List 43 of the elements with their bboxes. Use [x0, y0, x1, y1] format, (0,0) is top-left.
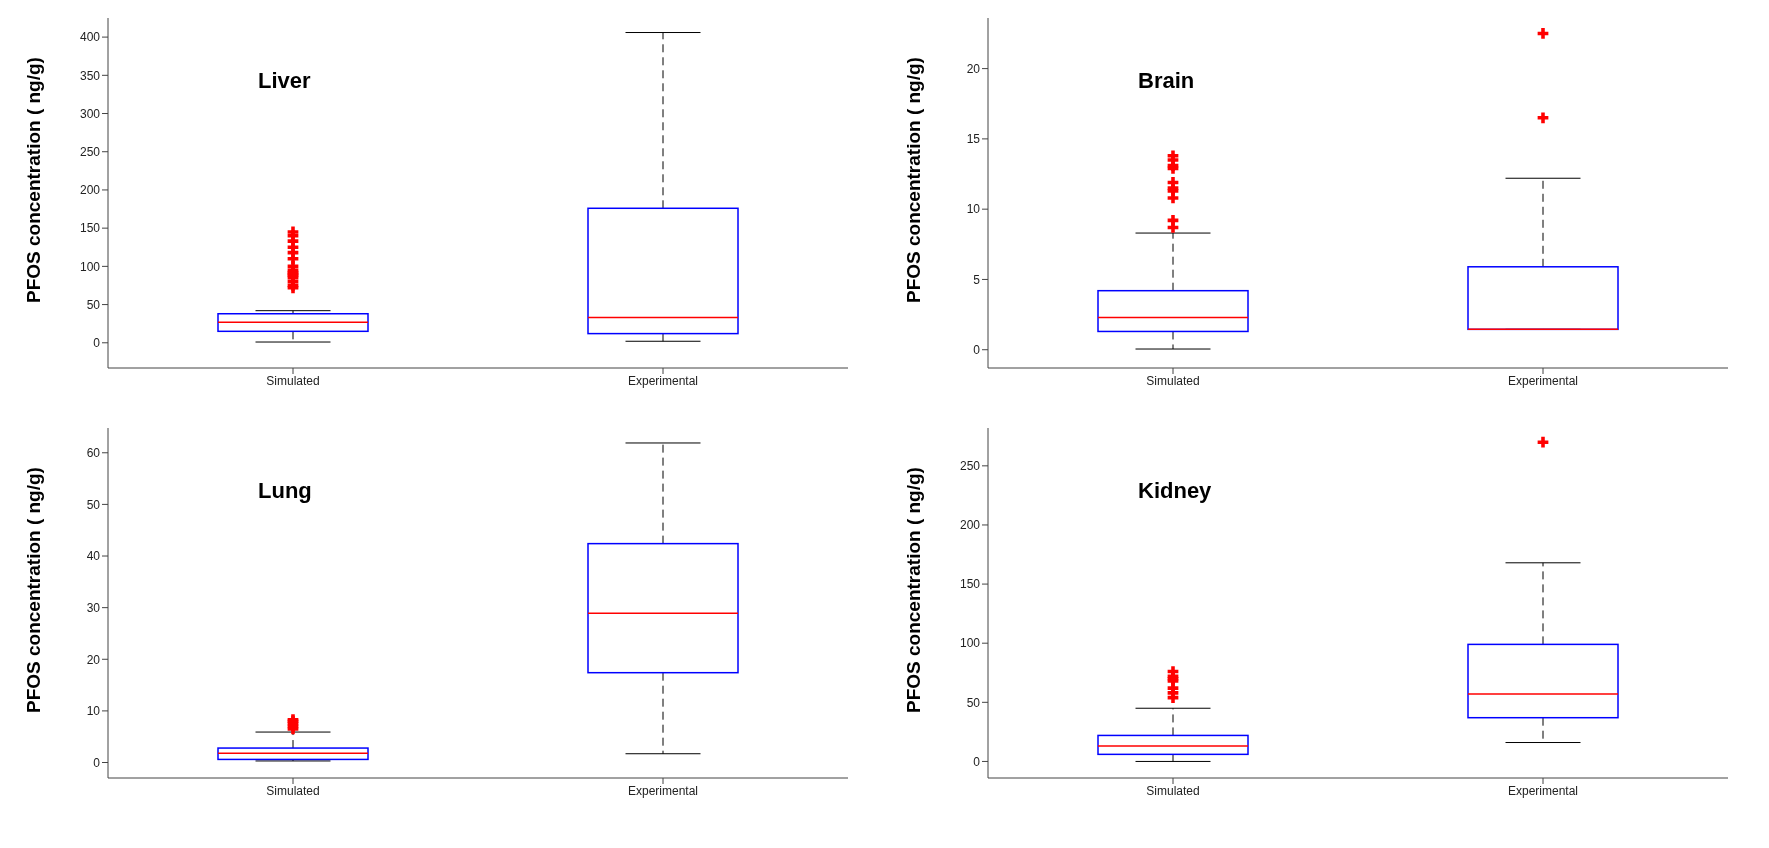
y-tick-label: 40	[86, 549, 101, 564]
y-axis-title: PFOS concentration ( ng/g)	[22, 467, 44, 713]
x-tick-label: Simulated	[1146, 783, 1200, 798]
y-tick-label: 20	[86, 652, 101, 667]
y-tick-label: 400	[79, 30, 101, 45]
y-tick-label: 10	[966, 202, 981, 217]
y-axis-title: PFOS concentration ( ng/g)	[22, 57, 44, 303]
text: Kidney	[1138, 478, 1212, 504]
x-tick-label: Simulated	[266, 373, 320, 388]
y-tick-label: 50	[966, 695, 981, 710]
y-tick-label: 200	[959, 518, 981, 533]
y-tick-label: 0	[93, 755, 101, 770]
y-tick-label: 50	[86, 297, 101, 312]
y-tick-label: 300	[79, 106, 101, 121]
y-tick-label: 0	[973, 754, 981, 769]
y-tick-label: 30	[86, 600, 101, 615]
x-tick-label: Experimental	[627, 373, 699, 388]
y-tick-label: 10	[86, 704, 101, 719]
x-tick-label: Experimental	[1507, 783, 1579, 798]
text: Brain	[1138, 68, 1195, 94]
y-tick-label: 150	[959, 577, 981, 592]
y-tick-label: 100	[959, 636, 981, 651]
y-tick-label: 250	[959, 459, 981, 474]
y-axis-title: PFOS concentration ( ng/g)	[902, 467, 924, 713]
x-tick-label: Experimental	[1507, 373, 1579, 388]
y-tick-label: 20	[966, 61, 981, 76]
y-tick-label: 0	[973, 342, 981, 357]
y-axis-title: PFOS concentration ( ng/g)	[902, 57, 924, 303]
x-tick-label: Simulated	[266, 783, 320, 798]
y-tick-label: 5	[973, 272, 981, 287]
y-tick-label: 15	[966, 132, 981, 147]
y-tick-label: 150	[79, 221, 101, 236]
text: Lung	[258, 478, 312, 504]
text: Liver	[258, 68, 311, 94]
y-tick-label: 0	[93, 336, 101, 351]
y-tick-label: 250	[79, 144, 101, 159]
y-tick-label: 350	[79, 68, 101, 83]
y-tick-label: 60	[86, 446, 101, 461]
y-tick-label: 200	[79, 183, 101, 198]
y-tick-label: 50	[86, 497, 101, 512]
x-tick-label: Simulated	[1146, 373, 1200, 388]
y-tick-label: 100	[79, 259, 101, 274]
x-tick-label: Experimental	[627, 783, 699, 798]
